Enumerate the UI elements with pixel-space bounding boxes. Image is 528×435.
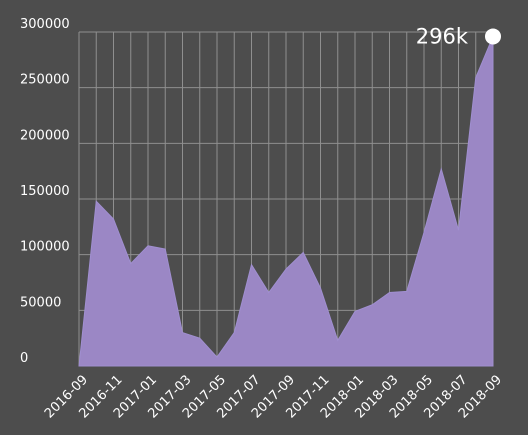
end-value-label: 296k bbox=[416, 24, 469, 48]
y-tick-label: 50000 bbox=[20, 295, 61, 310]
series-area bbox=[78, 36, 494, 367]
y-tick-label: 200000 bbox=[20, 128, 70, 143]
y-axis-ticks: 0 50000 100000 150000 200000 250000 300000 bbox=[20, 17, 70, 366]
y-tick-label: 300000 bbox=[20, 17, 70, 32]
x-axis-ticks: 2016-092016-112017-012017-032017-052017-… bbox=[42, 372, 505, 421]
y-tick-label: 150000 bbox=[20, 184, 70, 199]
end-annotation: 296k bbox=[416, 24, 501, 48]
y-tick-label: 100000 bbox=[20, 240, 70, 255]
area-layer bbox=[78, 36, 494, 367]
y-tick-label: 250000 bbox=[20, 73, 70, 88]
y-tick-label: 0 bbox=[20, 351, 28, 366]
end-point-marker bbox=[485, 28, 501, 45]
